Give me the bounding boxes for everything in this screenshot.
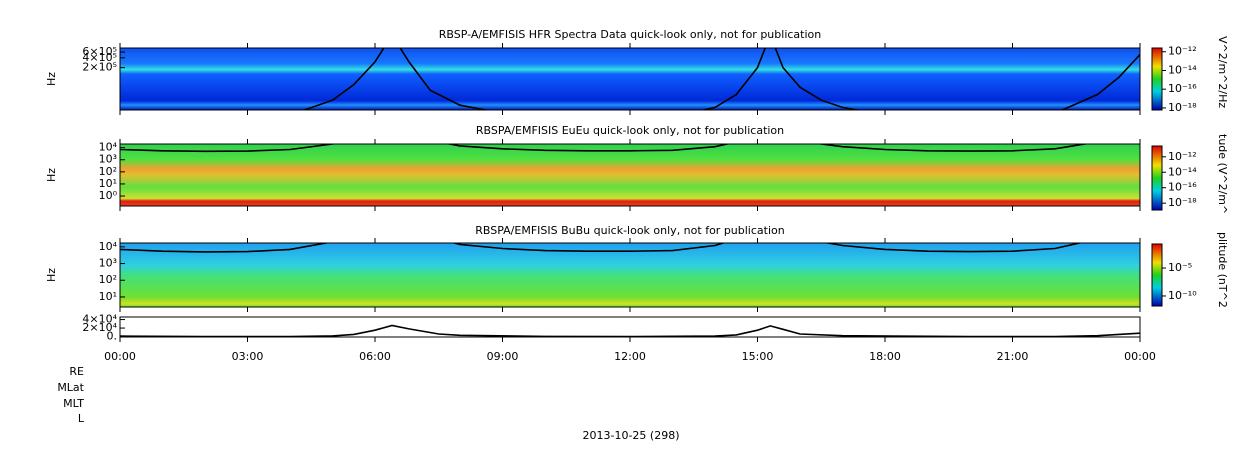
colorbar — [1151, 243, 1163, 307]
y-tick-label: 10² — [99, 165, 117, 178]
y-tick-label: 2×10⁵ — [82, 61, 117, 74]
colorbar-label: tude (V^2/m^ — [1216, 134, 1229, 214]
panel-frame — [119, 316, 1141, 338]
y-tick-label: 10¹ — [99, 290, 117, 303]
x-tick-label: 18:00 — [869, 350, 901, 363]
x-tick-label: 15:00 — [742, 350, 774, 363]
time-label: 2013-10-25 (298) — [582, 429, 679, 442]
x-tick-label: 00:00 — [104, 350, 136, 363]
colorbar-label: plitude (nT^2 — [1216, 232, 1229, 308]
data-line — [120, 243, 1083, 253]
y-tick-label: 6×10⁵ — [82, 45, 117, 58]
y-tick-label: 10⁰ — [99, 189, 118, 202]
colorbar-tick-label: 10⁻¹⁶ — [1168, 181, 1197, 194]
y-axis-label: Hz — [45, 72, 58, 86]
colorbar-tick-label: 10⁻⁵ — [1168, 261, 1192, 274]
colorbar-tick-label: 10⁻¹⁴ — [1168, 63, 1197, 76]
x-tick-label: 06:00 — [359, 350, 391, 363]
colorbar-tick-label: 10⁻¹⁸ — [1168, 101, 1197, 114]
spectrogram-image — [120, 48, 1140, 110]
y-tick-label: 4×10⁵ — [82, 51, 117, 64]
colorbar-tick-label: 10⁻¹⁶ — [1168, 82, 1197, 95]
orbit-label: MLT — [63, 397, 84, 410]
y-axis-label: Hz — [45, 268, 58, 282]
y-axis-label: Hz — [45, 168, 58, 182]
x-tick-label: 03:00 — [232, 350, 264, 363]
x-tick-label: 12:00 — [614, 350, 646, 363]
data-line — [120, 144, 1090, 153]
y-tick-label: 10² — [99, 273, 117, 286]
y-tick-label: 2×10⁴ — [82, 321, 117, 334]
y-tick-label: 10³ — [99, 257, 117, 270]
y-tick-label: 4×10⁴ — [82, 313, 117, 326]
y-tick-label: 10⁴ — [99, 240, 118, 253]
orbit-label: MLat — [57, 381, 84, 394]
colorbar-tick-label: 10⁻¹⁰ — [1168, 289, 1197, 302]
y-tick-label: 10³ — [99, 153, 117, 166]
data-line — [120, 324, 1140, 337]
colorbar-label: V^2/m^2/Hz — [1216, 36, 1229, 108]
panel-title: RBSPA/EMFISIS EuEu quick-look only, not … — [476, 124, 784, 137]
colorbar-tick-label: 10⁻¹⁴ — [1168, 165, 1197, 178]
spectrogram-image — [120, 144, 1140, 206]
panel-title: RBSPA/EMFISIS BuBu quick-look only, not … — [475, 224, 785, 237]
colorbar — [1151, 145, 1163, 211]
y-tick-label: 0. — [107, 330, 118, 343]
colorbar-tick-label: 10⁻¹² — [1168, 45, 1197, 58]
x-tick-label: 21:00 — [997, 350, 1029, 363]
y-tick-label: 10⁴ — [99, 141, 118, 154]
orbit-label: L — [78, 412, 85, 425]
colorbar-tick-label: 10⁻¹⁸ — [1168, 196, 1197, 209]
y-tick-label: 10¹ — [99, 177, 117, 190]
colorbar — [1151, 47, 1163, 111]
data-line — [301, 48, 1140, 110]
orbit-label: RE — [69, 365, 84, 378]
x-tick-label: 09:00 — [487, 350, 519, 363]
x-tick-label: 00:00 — [1124, 350, 1156, 363]
colorbar-tick-label: 10⁻¹² — [1168, 150, 1197, 163]
panel-title: RBSP-A/EMFISIS HFR Spectra Data quick-lo… — [439, 28, 822, 41]
spectrogram-image — [120, 243, 1140, 307]
